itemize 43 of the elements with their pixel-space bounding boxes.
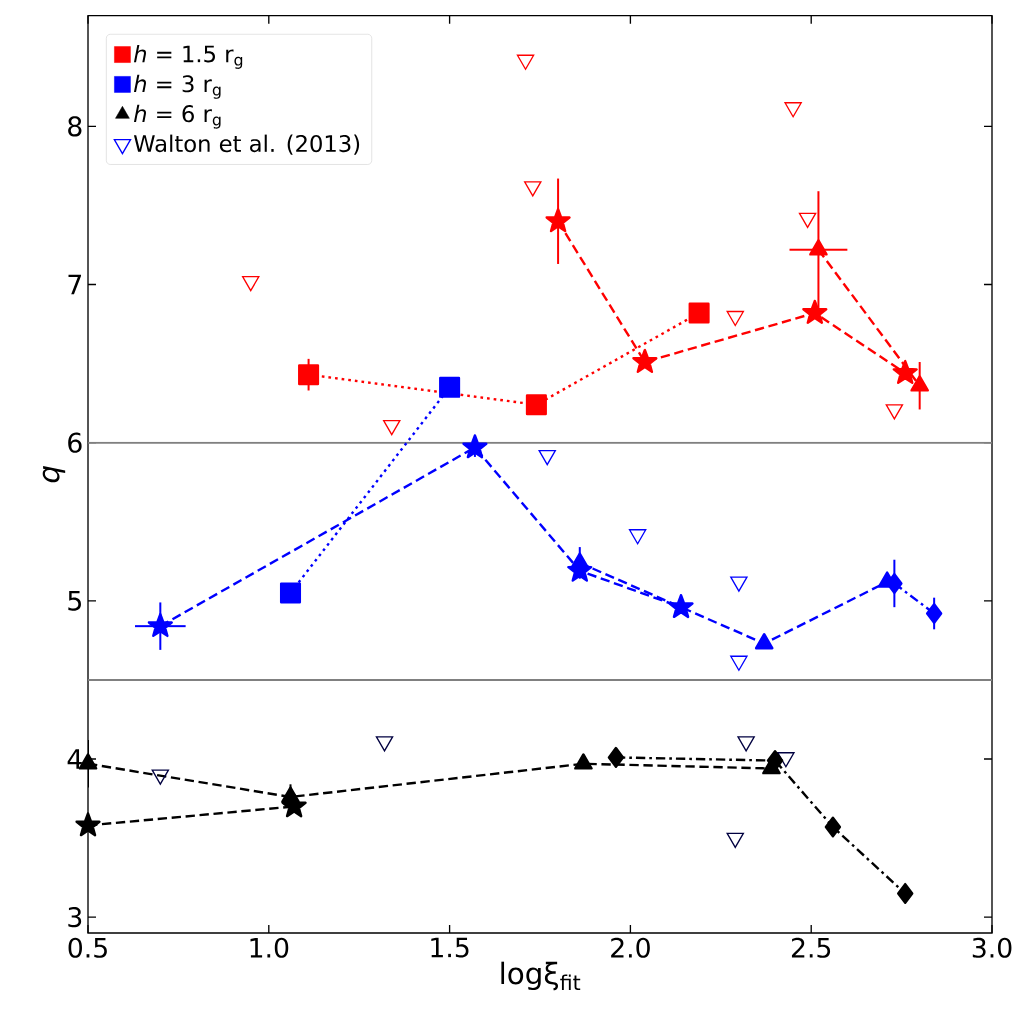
x-tick-label: 2.5 <box>791 937 831 958</box>
x-tick-label: 1.0 <box>250 937 289 958</box>
point <box>279 582 302 604</box>
y-tick-label: 4 <box>67 749 82 769</box>
point <box>798 212 817 229</box>
point <box>824 816 842 838</box>
point <box>688 302 710 324</box>
legend-label: h = 3 r$_{g}$ <box>133 74 221 99</box>
point <box>754 633 774 650</box>
point <box>524 181 542 197</box>
point <box>784 102 802 118</box>
y-axis-title: q <box>42 466 66 483</box>
y-tick-label: 3 <box>68 907 82 928</box>
point <box>574 753 593 770</box>
point <box>897 882 914 904</box>
point <box>726 310 745 327</box>
x-tick-label: 1.5 <box>431 937 469 958</box>
x-tick-label: 0.5 <box>68 937 107 958</box>
legend-label: h = 1.5 r$_{g}$ <box>133 44 243 69</box>
x-tick-label: 3.0 <box>972 937 1012 958</box>
point <box>462 434 488 459</box>
y-tick-label: 6 <box>68 432 82 453</box>
point <box>607 746 625 768</box>
legend-label: Walton et al. (2013) <box>133 134 360 155</box>
point <box>241 276 260 292</box>
legend-label: h = 6 r$_{g}$ <box>133 104 221 129</box>
point <box>925 602 943 625</box>
y-tick-label: 5 <box>68 590 81 611</box>
point <box>632 348 658 373</box>
point <box>516 54 535 70</box>
point <box>668 593 694 619</box>
point <box>298 364 320 386</box>
x-tick-label: 2.0 <box>611 937 650 958</box>
point <box>545 208 571 233</box>
point <box>525 394 547 416</box>
point <box>439 376 461 398</box>
y-tick-label: 7 <box>68 274 82 295</box>
point <box>281 793 307 818</box>
point <box>147 612 173 638</box>
point <box>75 812 101 837</box>
x-axis-title: logξ$_{fit}$ <box>501 961 581 991</box>
y-tick-label: 8 <box>68 116 82 137</box>
point <box>886 572 903 594</box>
